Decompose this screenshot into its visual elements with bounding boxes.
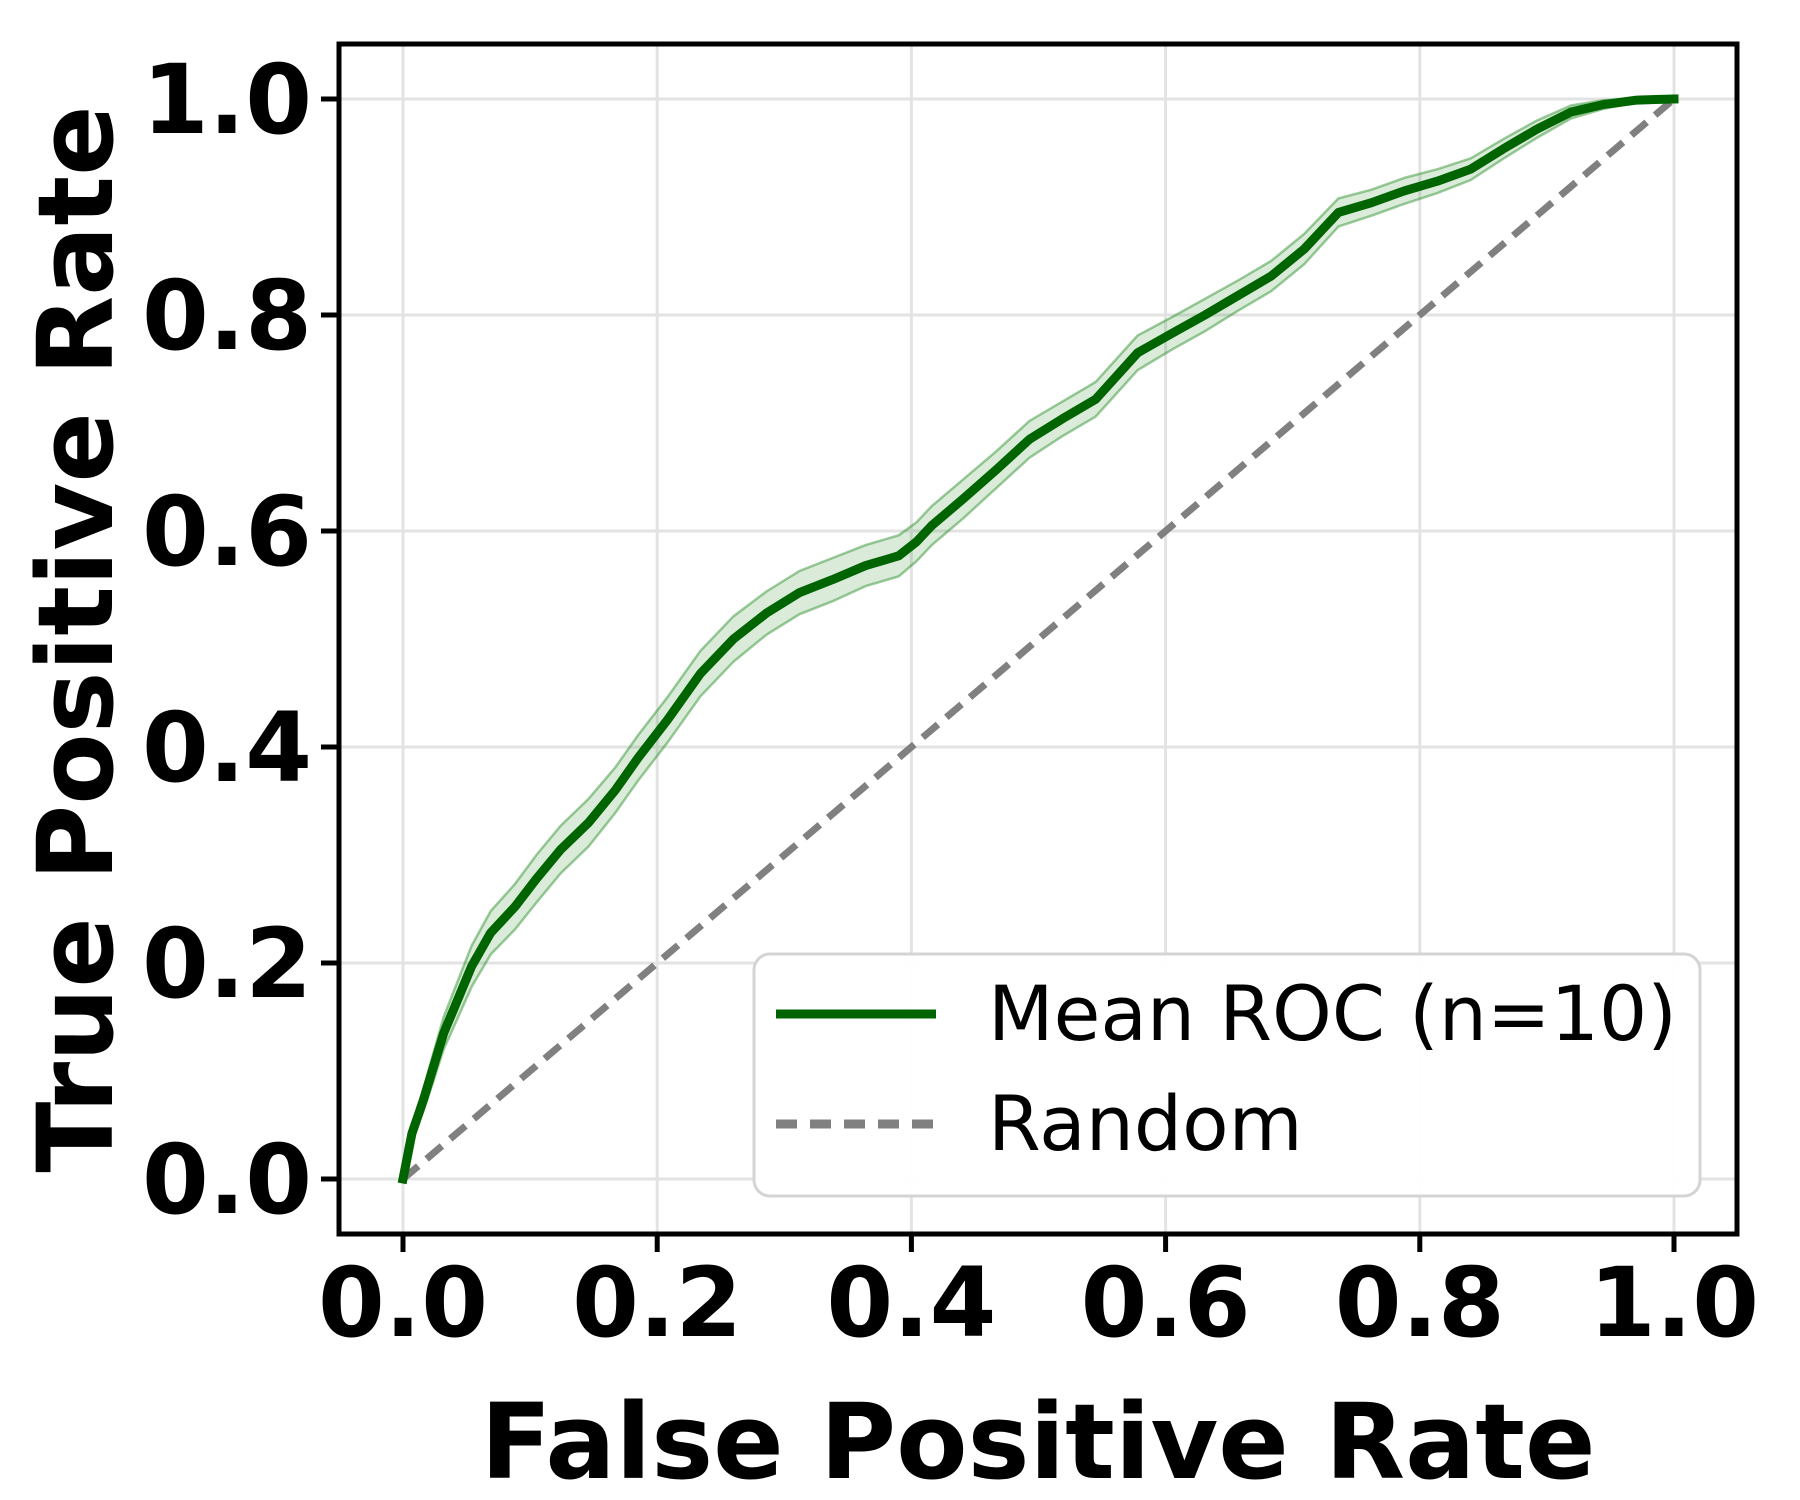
y-axis-label: True Positive Rate	[15, 105, 137, 1172]
y-tick-label: 1.0	[142, 44, 312, 156]
confidence-band-upper-edge	[401, 97, 1674, 1180]
legend-random-label: Random	[988, 1079, 1303, 1168]
x-tick-labels: 0.0 0.2 0.4 0.6 0.8 1.0	[318, 1247, 1759, 1359]
confidence-band-lower-edge	[401, 97, 1675, 1180]
x-tick-label: 0.4	[826, 1247, 996, 1359]
gridlines	[339, 44, 1737, 1234]
x-axis-label: False Positive Rate	[480, 1381, 1595, 1500]
legend: Mean ROC (n=10) Random	[752, 952, 1702, 1198]
legend-mean-roc-label: Mean ROC (n=10)	[988, 969, 1677, 1058]
y-tick-label: 0.8	[142, 260, 312, 372]
mean-roc-curve	[397, 94, 1679, 1185]
tick-marks	[321, 96, 1677, 1252]
x-tick-label: 1.0	[1589, 1247, 1759, 1359]
legend-box	[752, 952, 1702, 1198]
plot-border	[336, 41, 1740, 1237]
x-tick-label: 0.2	[572, 1247, 742, 1359]
y-tick-label: 0.6	[142, 476, 312, 588]
y-tick-label: 0.4	[142, 692, 312, 804]
x-tick-label: 0.6	[1081, 1247, 1251, 1359]
x-tick-label: 0.8	[1335, 1247, 1505, 1359]
mean-roc-line	[397, 94, 1679, 1185]
confidence-band	[401, 97, 1675, 1180]
y-tick-labels: 0.0 0.2 0.4 0.6 0.8 1.0	[142, 44, 312, 1236]
y-tick-label: 0.0	[142, 1124, 312, 1236]
x-tick-label: 0.0	[318, 1247, 488, 1359]
y-tick-label: 0.2	[142, 908, 312, 1020]
